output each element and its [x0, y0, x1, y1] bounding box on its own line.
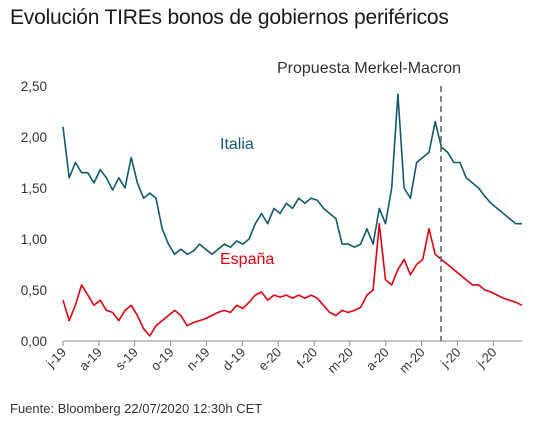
y-tick-label: 0,00: [21, 334, 47, 349]
series-layer: [62, 93, 523, 337]
series-line-espana: [62, 222, 523, 337]
x-tick-label: a-20: [363, 345, 392, 374]
x-tick-label: m-20: [324, 345, 356, 377]
espana-series-label: España: [220, 251, 274, 268]
y-tick-label: 0,50: [21, 283, 47, 298]
merkel-macron-annotation: Propuesta Merkel-Macron: [277, 60, 461, 77]
y-tick-label: 1,50: [21, 181, 47, 196]
y-axis: 0,00 0,50 1,00 1,50 2,00 2,50: [21, 79, 47, 349]
series-line-italia: [62, 93, 522, 256]
y-tick-label: 2,00: [21, 130, 47, 145]
x-tick-label: m-20: [396, 345, 428, 377]
x-tick-label: n-19: [184, 345, 213, 374]
chart-title: Evolución TIREs bonos de gobiernos perif…: [10, 6, 449, 29]
x-tick-label: s-19: [112, 345, 140, 373]
italia-series-label: Italia: [220, 136, 254, 153]
y-tick-label: 2,50: [21, 79, 47, 94]
x-tick-label: d-19: [219, 345, 248, 374]
x-tick-label: e-20: [255, 345, 284, 374]
x-axis: j-19 a-19 s-19 o-19 n-19 d-19 e-20 f-20 m-20 a-20…: [42, 340, 522, 377]
y-tick-label: 1,00: [21, 232, 47, 247]
x-tick-label: o-19: [148, 345, 177, 374]
x-tick-label: j-20: [437, 345, 464, 372]
x-tick-label: a-19: [76, 345, 105, 374]
x-tick-label: j-20: [473, 345, 500, 372]
x-tick-label: f-20: [294, 345, 320, 371]
source-note: Fuente: Bloomberg 22/07/2020 12:30h CET: [10, 401, 263, 416]
